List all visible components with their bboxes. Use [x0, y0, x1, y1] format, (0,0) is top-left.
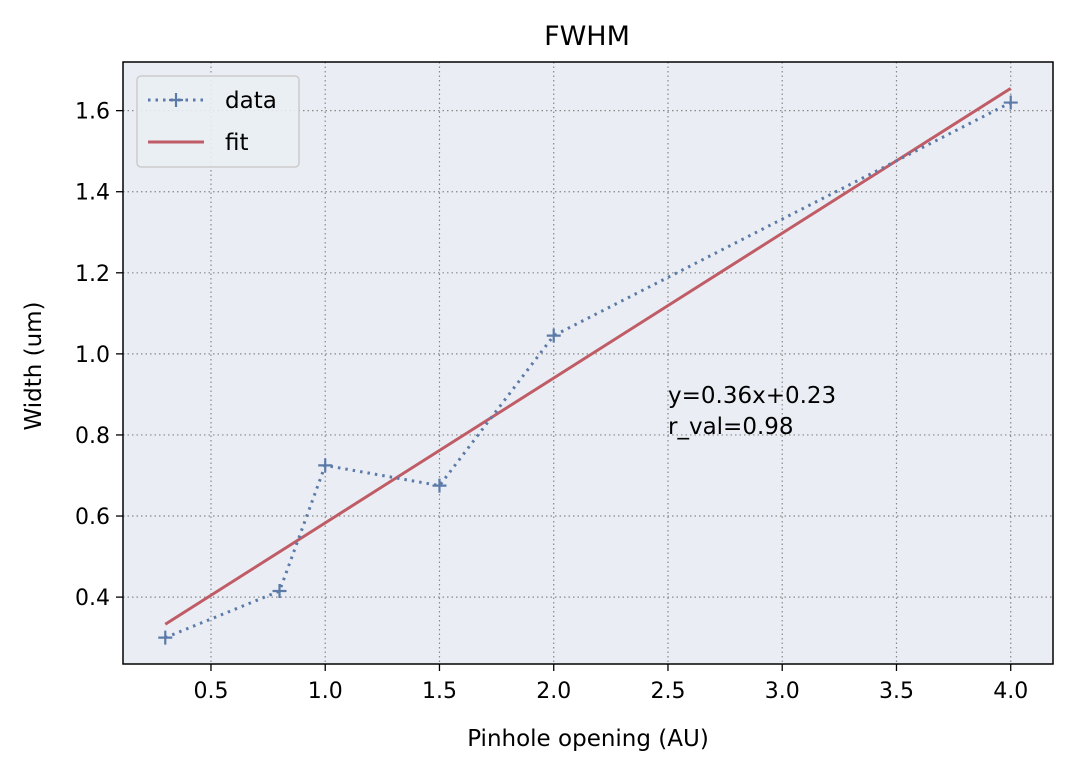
y-tick-label: 0.6	[75, 505, 110, 530]
data-point	[546, 328, 561, 343]
data-line	[164, 101, 1012, 640]
x-axis-ticks: 0.5 1.0 1.5 2.0 2.5 3.0 3.5 4.0	[193, 664, 1028, 704]
legend-data-label: data	[225, 88, 277, 114]
legend-data-marker	[169, 93, 183, 107]
x-tick-label: 3.0	[765, 679, 800, 704]
plot-frame	[122, 61, 1054, 665]
data-point	[432, 478, 447, 493]
data-point	[158, 630, 173, 645]
x-tick-label: 1.0	[308, 679, 343, 704]
x-tick-label: 1.5	[422, 679, 457, 704]
y-tick-label: 0.8	[75, 424, 110, 449]
y-tick-label: 1.4	[75, 181, 110, 206]
x-tick-label: 3.5	[879, 679, 914, 704]
x-axis-label: Pinhole opening (AU)	[467, 726, 709, 752]
x-tick-label: 0.5	[193, 679, 228, 704]
y-tick-label: 1.2	[75, 262, 110, 287]
data-series	[158, 95, 1018, 645]
x-tick-label: 2.5	[650, 679, 685, 704]
annotation-r-value: r_val=0.98	[668, 414, 794, 440]
legend-box	[136, 75, 300, 168]
y-axis-ticks: 0.4 0.6 0.8 1.0 1.2 1.4 1.6	[75, 100, 123, 611]
y-axis-label: Width (um)	[21, 301, 47, 430]
x-tick-label: 4.0	[993, 679, 1028, 704]
legend-fit-label: fit	[225, 130, 249, 156]
legend: data fit	[136, 75, 300, 168]
data-point	[272, 584, 287, 599]
data-point	[1003, 95, 1018, 110]
y-tick-label: 1.0	[75, 343, 110, 368]
annotation-equation: y=0.36x+0.23	[668, 383, 836, 409]
data-point	[318, 458, 333, 473]
y-tick-label: 0.4	[75, 586, 110, 611]
fit-line	[164, 87, 1012, 626]
y-tick-label: 1.6	[75, 100, 110, 125]
fit-series	[164, 87, 1012, 626]
x-tick-label: 2.0	[536, 679, 571, 704]
fit-annotation: y=0.36x+0.23 r_val=0.98	[668, 383, 836, 440]
chart-title: FWHM	[544, 21, 630, 52]
